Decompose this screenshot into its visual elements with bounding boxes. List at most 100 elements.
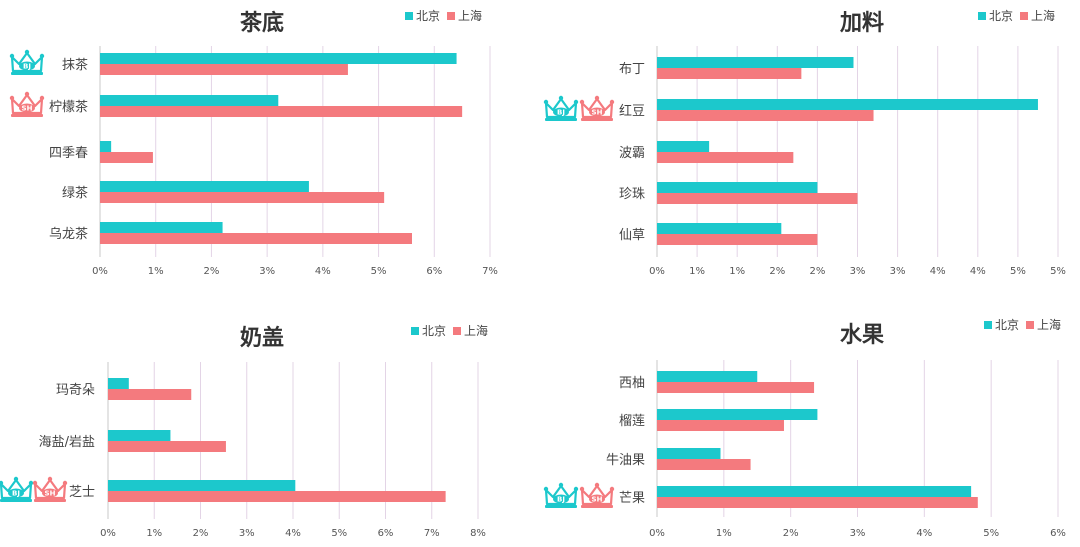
x-tick-label: 5% [1050,266,1066,277]
crown-jewel [543,99,549,105]
x-tick-label: 1% [689,266,705,277]
crown-jewel [579,99,585,105]
crown-base [545,505,577,508]
crown-jewel [39,95,45,101]
crown-badge [8,488,24,498]
bar [657,223,782,234]
bar [657,420,784,431]
category-label: 红豆 [619,103,645,119]
crown-label: SH [45,490,56,498]
bar [657,497,978,508]
crown-badge [19,61,35,71]
x-tick-label: 2% [203,266,219,277]
crown-outline [580,484,614,506]
crown-base [545,118,577,121]
crown-badge [589,494,605,504]
crown-jewel [558,482,564,488]
category-label: 牛油果 [606,453,645,468]
x-tick-label: 1% [716,528,732,539]
crown-icon: BJ [543,482,579,508]
x-tick-label: 5% [371,266,387,277]
x-tick-label: 7% [424,528,440,539]
category-label: 四季春 [49,146,88,161]
bar [657,141,710,152]
category-label: 西柚 [619,376,645,391]
crown-outline [0,478,33,500]
x-tick-label: 6% [426,266,442,277]
crown-jewel [573,99,579,105]
x-tick-label: 0% [100,528,116,539]
legend-swatch [447,12,455,20]
x-tick-label: 3% [890,266,906,277]
crown-jewel [24,49,30,55]
legend-label: 北京 [989,9,1013,23]
crown-icon: SH [9,91,45,117]
bar [657,193,858,204]
bar [657,182,818,193]
crown-base [0,499,32,502]
bar [108,480,296,491]
x-tick-label: 4% [315,266,331,277]
crown-jewel [47,476,53,482]
crown-jewel [579,486,585,492]
bar [657,68,802,79]
bar [657,234,818,245]
crown-base [581,118,613,121]
bar [657,486,972,497]
category-label: 榴莲 [619,414,645,429]
x-tick-label: 4% [916,528,932,539]
x-tick-label: 5% [331,528,347,539]
x-tick-label: 2% [769,266,785,277]
bar [108,389,192,400]
bar [100,64,348,75]
bar [100,181,309,192]
category-label: 海盐/岩盐 [39,435,95,450]
legend: 北京 上海 [411,323,488,338]
crown-outline [10,93,44,115]
legend-label: 北京 [995,318,1019,332]
category-label: 芝士 [69,484,95,500]
crown-jewel [0,480,4,486]
x-tick-label: 1% [729,266,745,277]
legend-label: 上海 [1031,8,1055,23]
crown-label: SH [592,109,603,117]
crown-jewel [573,486,579,492]
bar [100,222,223,233]
crown-label: BJ [12,490,20,498]
bar [100,106,463,117]
bar [657,409,818,420]
x-tick-label: 3% [850,266,866,277]
bar [100,152,153,163]
crown-icon: SH [579,482,615,508]
crown-outline [544,484,578,506]
crown-jewel [594,95,600,101]
crown-jewel [9,95,15,101]
legend-swatch [978,12,986,20]
crown-outline [580,97,614,119]
crown-jewel [9,53,15,59]
crown-jewel [609,99,615,105]
legend-swatch [1026,321,1034,329]
bar [657,99,1038,110]
crown-label: SH [22,105,33,113]
x-tick-label: 0% [649,266,665,277]
category-label: 玛奇朵 [56,382,95,398]
crown-icon: BJ [543,95,579,121]
crown-base [11,72,43,75]
x-tick-label: 1% [146,528,162,539]
crown-icon: BJ [0,476,34,502]
crown-badge [553,494,569,504]
bar [657,371,758,382]
x-tick-label: 4% [970,266,986,277]
crown-jewel [32,480,38,486]
x-tick-label: 4% [930,266,946,277]
x-tick-label: 3% [850,528,866,539]
bar [657,459,751,470]
crown-base [581,505,613,508]
x-tick-label: 5% [1010,266,1026,277]
x-tick-label: 2% [783,528,799,539]
legend-label: 上海 [1037,317,1061,332]
crown-badge [19,103,35,113]
legend-label: 上海 [458,8,482,23]
